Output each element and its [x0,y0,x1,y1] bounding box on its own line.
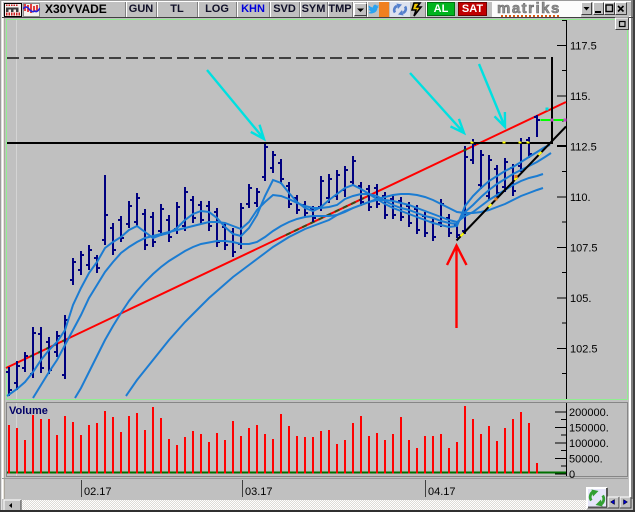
svg-text:200000.: 200000. [569,407,609,419]
svg-text:102.5: 102.5 [570,344,598,356]
svg-text:Volume: Volume [9,405,48,417]
svg-text:50000.: 50000. [569,454,603,466]
svg-text:105.: 105. [570,293,591,305]
svg-text:110.: 110. [570,192,591,204]
svg-text:0: 0 [569,469,575,481]
svg-text:115.: 115. [570,91,591,103]
svg-text:03.17: 03.17 [245,486,273,498]
svg-text:112.5: 112.5 [570,142,597,154]
svg-text:02.17: 02.17 [84,486,112,498]
svg-text:117.5: 117.5 [570,41,597,53]
svg-text:04.17: 04.17 [428,486,456,498]
svg-text:100000.: 100000. [569,438,609,450]
svg-text:150000.: 150000. [569,423,609,435]
svg-text:107.5: 107.5 [570,243,598,255]
